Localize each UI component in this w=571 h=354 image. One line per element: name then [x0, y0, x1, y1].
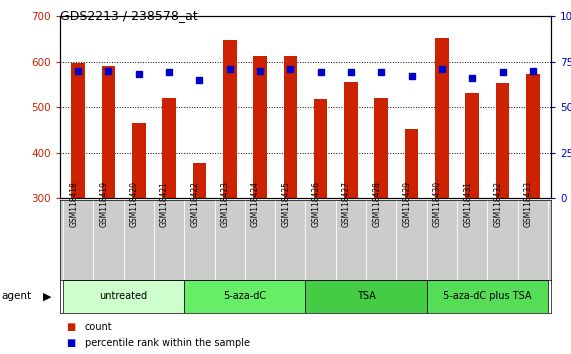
Text: GSM118424: GSM118424: [251, 181, 260, 227]
Bar: [526, 74, 540, 198]
Bar: [132, 122, 146, 198]
Text: GSM118429: GSM118429: [403, 181, 412, 227]
Text: GSM118425: GSM118425: [282, 181, 290, 227]
Text: untreated: untreated: [99, 291, 148, 302]
Text: GSM118418: GSM118418: [69, 181, 78, 227]
Text: GSM118422: GSM118422: [190, 181, 199, 227]
Text: GDS2213 / 238578_at: GDS2213 / 238578_at: [60, 9, 198, 22]
Bar: [496, 83, 509, 198]
Text: ■: ■: [66, 322, 75, 332]
Bar: [71, 63, 85, 198]
Text: TSA: TSA: [357, 291, 376, 302]
Text: GSM118431: GSM118431: [463, 181, 472, 227]
Text: GSM118421: GSM118421: [160, 181, 169, 227]
Text: GSM118419: GSM118419: [99, 181, 108, 227]
Text: ▶: ▶: [43, 291, 51, 301]
Bar: [344, 81, 358, 198]
Text: percentile rank within the sample: percentile rank within the sample: [85, 338, 250, 348]
Bar: [253, 56, 267, 198]
Text: GSM118423: GSM118423: [221, 181, 230, 227]
Bar: [184, 280, 305, 313]
Bar: [405, 129, 419, 198]
Text: GSM118426: GSM118426: [312, 181, 321, 227]
Bar: [162, 98, 176, 198]
Text: 5-aza-dC: 5-aza-dC: [223, 291, 267, 302]
Bar: [465, 93, 479, 198]
Bar: [435, 38, 449, 198]
Bar: [427, 280, 548, 313]
Text: GSM118430: GSM118430: [433, 181, 442, 227]
Bar: [314, 99, 327, 198]
Bar: [375, 98, 388, 198]
Bar: [305, 280, 427, 313]
Text: GSM118427: GSM118427: [342, 181, 351, 227]
Text: agent: agent: [1, 291, 31, 301]
Text: GSM118420: GSM118420: [130, 181, 139, 227]
Bar: [192, 163, 206, 198]
Text: GSM118432: GSM118432: [493, 181, 502, 227]
Text: 5-aza-dC plus TSA: 5-aza-dC plus TSA: [443, 291, 532, 302]
Text: ■: ■: [66, 338, 75, 348]
Text: count: count: [85, 322, 112, 332]
Bar: [63, 280, 184, 313]
Text: GSM118433: GSM118433: [524, 181, 533, 227]
Bar: [284, 56, 297, 198]
Bar: [223, 40, 236, 198]
Text: GSM118428: GSM118428: [372, 181, 381, 227]
Bar: [102, 65, 115, 198]
